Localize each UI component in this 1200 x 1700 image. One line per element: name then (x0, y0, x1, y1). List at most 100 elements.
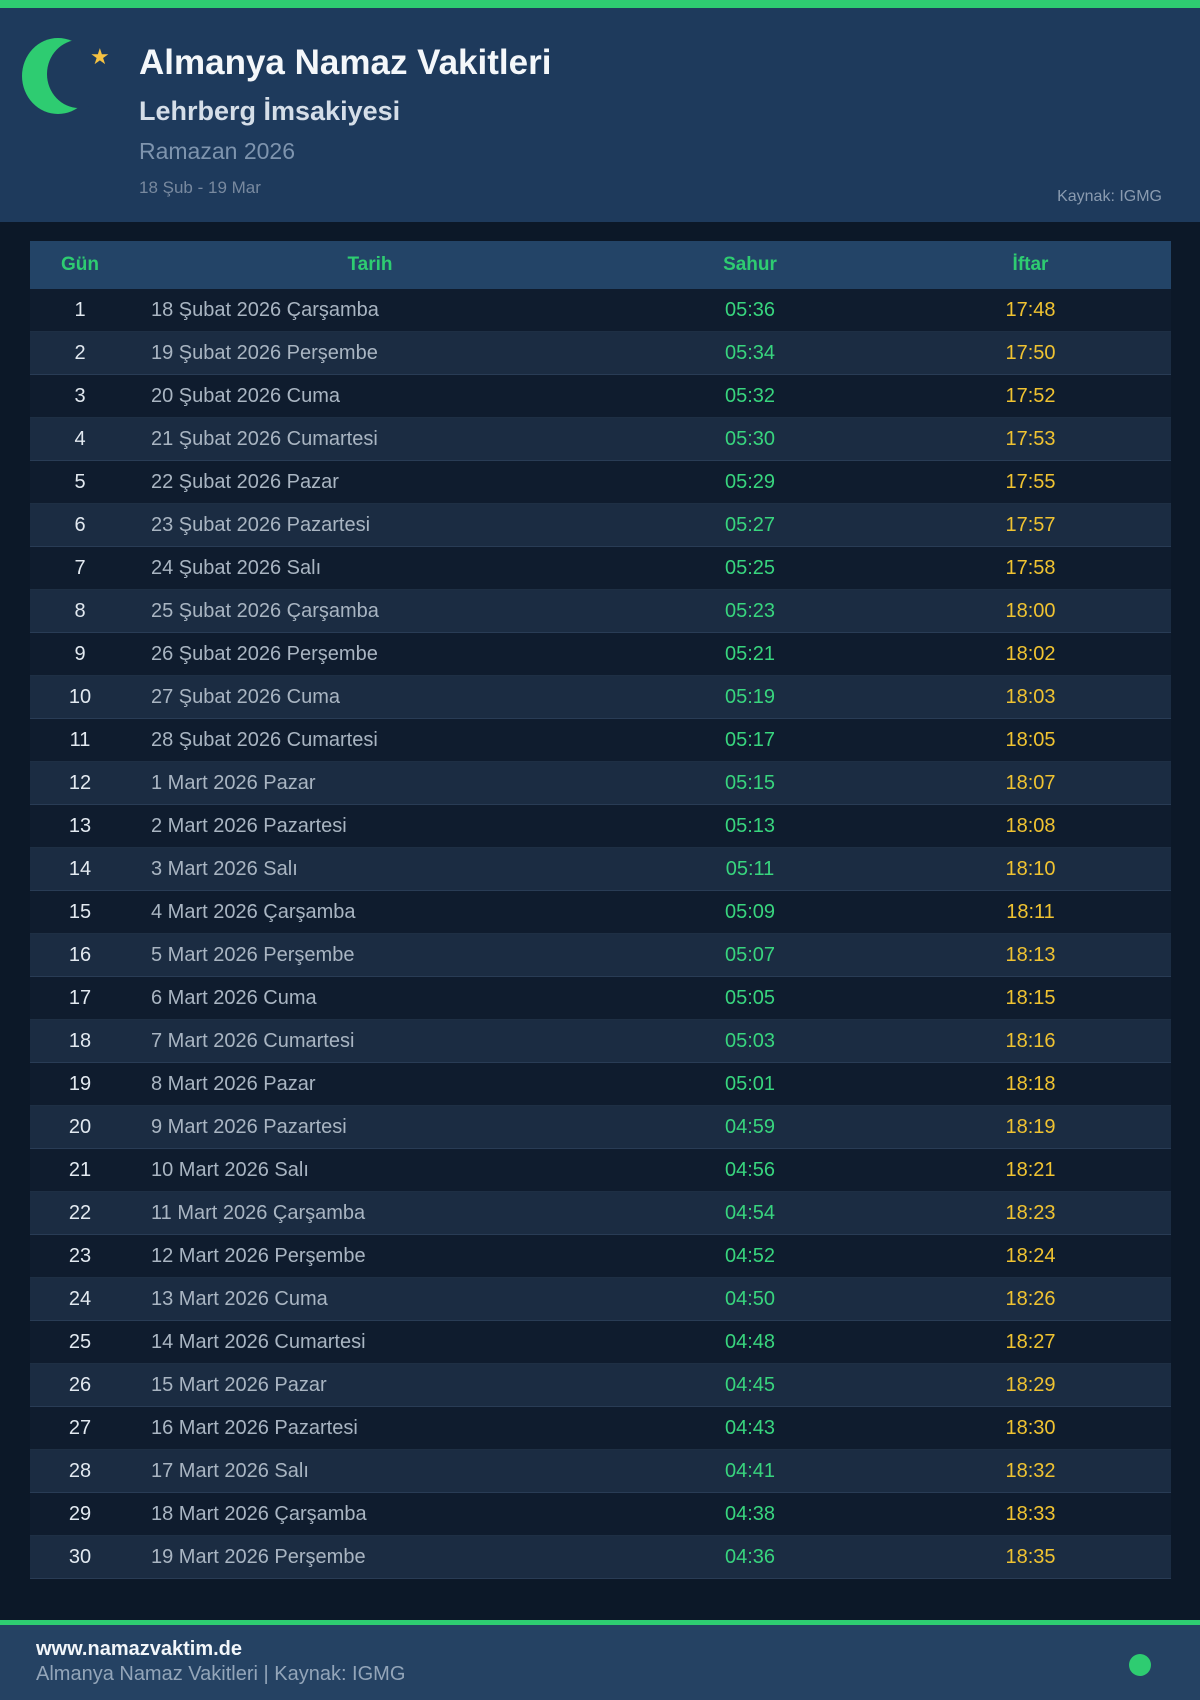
day-cell: 7 (74, 557, 86, 579)
sahur-cell: 04:56 (724, 1159, 776, 1181)
table-row: 29 18 Mart 2026 Çarşamba 04:38 18:33 (30, 1493, 1171, 1536)
iftar-cell: 18:35 (1005, 1546, 1056, 1568)
table-row: 25 14 Mart 2026 Cumartesi 04:48 18:27 (30, 1321, 1171, 1364)
table-row: 4 21 Şubat 2026 Cumartesi 05:30 17:53 (30, 418, 1171, 461)
prayer-times-table: Gün Tarih Sahur İftar 1 18 Şubat 2026 Çar… (30, 222, 1171, 1579)
column-header-day: Gün (61, 254, 99, 275)
day-cell: 23 (68, 1245, 92, 1267)
header-titles: Almanya Namaz Vakitleri Lehrberg İmsakiy… (0, 8, 1200, 198)
table-row: 15 4 Mart 2026 Çarşamba 05:09 18:11 (30, 891, 1171, 934)
sahur-cell: 04:59 (724, 1116, 776, 1138)
iftar-cell: 18:08 (1005, 815, 1056, 837)
sahur-cell: 05:11 (725, 858, 775, 880)
iftar-cell: 18:16 (1005, 1030, 1056, 1052)
day-cell: 14 (68, 858, 92, 880)
day-cell: 2 (74, 342, 86, 364)
sahur-cell: 04:36 (724, 1546, 776, 1568)
sahur-cell: 05:07 (724, 944, 776, 966)
iftar-cell: 18:30 (1005, 1417, 1056, 1439)
day-cell: 12 (68, 772, 92, 794)
table-row: 6 23 Şubat 2026 Pazartesi 05:27 17:57 (30, 504, 1171, 547)
iftar-cell: 18:10 (1005, 858, 1056, 880)
day-cell: 24 (68, 1288, 92, 1310)
date-cell: 14 Mart 2026 Cumartesi (151, 1331, 366, 1353)
date-cell: 28 Şubat 2026 Cumartesi (151, 729, 378, 751)
table-row: 3 20 Şubat 2026 Cuma 05:32 17:52 (30, 375, 1171, 418)
sahur-cell: 05:05 (724, 987, 776, 1009)
date-cell: 1 Mart 2026 Pazar (151, 772, 316, 794)
day-cell: 20 (68, 1116, 92, 1138)
date-cell: 19 Mart 2026 Perşembe (151, 1546, 366, 1568)
sahur-cell: 04:43 (724, 1417, 776, 1439)
table-row: 26 15 Mart 2026 Pazar 04:45 18:29 (30, 1364, 1171, 1407)
table-row: 5 22 Şubat 2026 Pazar 05:29 17:55 (30, 461, 1171, 504)
sahur-cell: 04:38 (724, 1503, 776, 1525)
table-row: 20 9 Mart 2026 Pazartesi 04:59 18:19 (30, 1106, 1171, 1149)
table-row: 24 13 Mart 2026 Cuma 04:50 18:26 (30, 1278, 1171, 1321)
date-cell: 2 Mart 2026 Pazartesi (151, 815, 347, 837)
day-cell: 13 (68, 815, 92, 837)
iftar-cell: 18:19 (1005, 1116, 1056, 1138)
sahur-cell: 04:52 (724, 1245, 776, 1267)
day-cell: 21 (68, 1159, 92, 1181)
column-header-date: Tarih (347, 254, 393, 275)
table-body: 1 18 Şubat 2026 Çarşamba 05:36 17:48 2 19 Şub… (30, 289, 1171, 1579)
iftar-cell: 18:07 (1005, 772, 1056, 794)
iftar-cell: 18:32 (1005, 1460, 1056, 1482)
table-row: 2 19 Şubat 2026 Perşembe 05:34 17:50 (30, 332, 1171, 375)
sahur-cell: 05:15 (724, 772, 776, 794)
iftar-cell: 18:00 (1005, 600, 1056, 622)
date-cell: 4 Mart 2026 Çarşamba (151, 901, 356, 923)
date-cell: 17 Mart 2026 Salı (151, 1460, 309, 1482)
iftar-cell: 18:26 (1005, 1288, 1056, 1310)
date-cell: 11 Mart 2026 Çarşamba (151, 1202, 366, 1224)
day-cell: 30 (68, 1546, 92, 1568)
sahur-cell: 04:50 (724, 1288, 776, 1310)
sahur-cell: 05:32 (724, 385, 776, 407)
day-cell: 22 (68, 1202, 92, 1224)
table-row: 23 12 Mart 2026 Perşembe 04:52 18:24 (30, 1235, 1171, 1278)
table-row: 19 8 Mart 2026 Pazar 05:01 18:18 (30, 1063, 1171, 1106)
sahur-cell: 05:09 (724, 901, 776, 923)
day-cell: 16 (68, 944, 92, 966)
date-range-label: 18 Şub - 19 Mar (139, 178, 261, 197)
date-cell: 6 Mart 2026 Cuma (151, 987, 317, 1009)
sahur-cell: 04:54 (724, 1202, 776, 1224)
iftar-cell: 17:50 (1005, 342, 1056, 364)
date-cell: 19 Şubat 2026 Perşembe (151, 342, 378, 364)
table-row: 7 24 Şubat 2026 Salı 05:25 17:58 (30, 547, 1171, 590)
iftar-cell: 18:18 (1005, 1073, 1056, 1095)
footer-caption: Almanya Namaz Vakitleri | Kaynak: IGMG (36, 1663, 406, 1685)
table-row: 14 3 Mart 2026 Salı 05:11 18:10 (30, 848, 1171, 891)
table-row: 30 19 Mart 2026 Perşembe 04:36 18:35 (30, 1536, 1171, 1579)
table-row: 27 16 Mart 2026 Pazartesi 04:43 18:30 (30, 1407, 1171, 1450)
top-accent-bar (0, 0, 1200, 8)
iftar-cell: 17:52 (1005, 385, 1056, 407)
date-cell: 13 Mart 2026 Cuma (151, 1288, 328, 1310)
date-cell: 23 Şubat 2026 Pazartesi (151, 514, 371, 536)
date-cell: 24 Şubat 2026 Salı (151, 557, 322, 579)
table-header-row: Gün Tarih Sahur İftar (30, 241, 1171, 289)
sahur-cell: 05:29 (724, 471, 776, 493)
date-cell: 18 Mart 2026 Çarşamba (151, 1503, 367, 1525)
iftar-cell: 18:33 (1005, 1503, 1056, 1525)
sahur-cell: 05:23 (724, 600, 776, 622)
iftar-cell: 18:27 (1005, 1331, 1056, 1353)
sahur-cell: 05:03 (724, 1030, 776, 1052)
column-header-iftar: İftar (1012, 254, 1049, 275)
sahur-cell: 05:21 (724, 643, 776, 665)
date-cell: 26 Şubat 2026 Perşembe (151, 643, 378, 665)
source-label: Kaynak: IGMG (1057, 188, 1162, 205)
sahur-cell: 05:30 (724, 428, 776, 450)
iftar-cell: 17:48 (1005, 299, 1056, 321)
iftar-cell: 18:21 (1005, 1159, 1056, 1181)
day-cell: 8 (74, 600, 86, 622)
day-cell: 18 (68, 1030, 92, 1052)
table-row: 12 1 Mart 2026 Pazar 05:15 18:07 (30, 762, 1171, 805)
date-cell: 9 Mart 2026 Pazartesi (151, 1116, 347, 1138)
iftar-cell: 18:02 (1005, 643, 1056, 665)
sahur-cell: 05:17 (724, 729, 776, 751)
sahur-cell: 05:36 (724, 299, 776, 321)
table-row: 10 27 Şubat 2026 Cuma 05:19 18:03 (30, 676, 1171, 719)
day-cell: 29 (68, 1503, 92, 1525)
